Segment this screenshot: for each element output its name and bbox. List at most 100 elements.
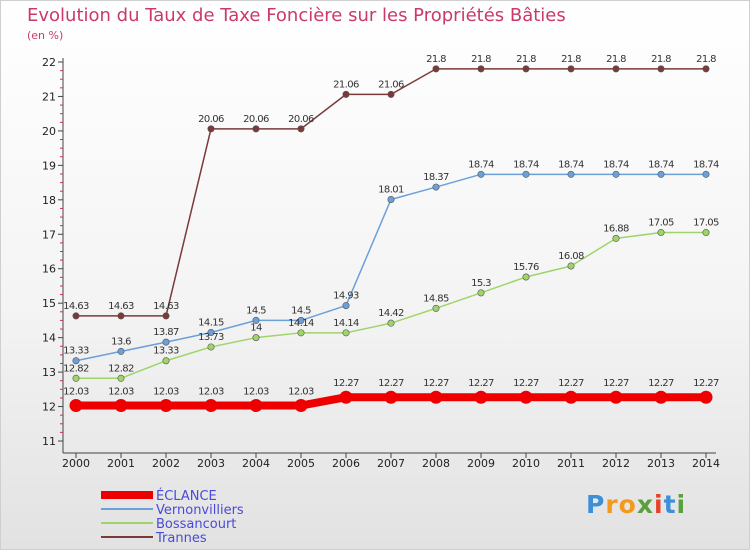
data-label: 18.74 (693, 159, 719, 170)
data-label: 18.74 (558, 159, 584, 170)
data-point (564, 390, 578, 404)
data-point (207, 328, 215, 336)
data-label: 14.85 (423, 293, 449, 304)
data-point (654, 390, 668, 404)
data-point (252, 125, 260, 133)
x-tick-label: 2006 (332, 457, 360, 470)
x-tick-label: 2003 (197, 457, 225, 470)
data-label: 12.27 (378, 378, 404, 389)
data-label: 18.37 (423, 172, 449, 183)
y-tick-label: 13 (42, 366, 56, 379)
data-label: 14.14 (333, 318, 359, 329)
data-label: 18.74 (468, 159, 494, 170)
proxiti-logo: Proxiti (586, 490, 686, 519)
data-point (342, 329, 350, 337)
data-label: 12.03 (288, 387, 314, 398)
data-point (567, 262, 575, 270)
data-point (522, 65, 530, 73)
chart-title: Evolution du Taux de Taxe Foncière sur l… (27, 5, 566, 26)
data-label: 15.76 (513, 262, 539, 273)
data-point (612, 170, 620, 178)
data-point (609, 390, 623, 404)
data-label: 14.63 (153, 301, 179, 312)
data-point (207, 125, 215, 133)
data-label: 17.05 (693, 218, 719, 229)
data-point (207, 343, 215, 351)
data-label: 21.8 (426, 54, 446, 65)
data-label: 18.74 (603, 159, 629, 170)
data-point (567, 65, 575, 73)
data-label: 12.27 (693, 378, 719, 389)
data-point (657, 229, 665, 237)
data-label: 14.5 (291, 305, 311, 316)
data-label: 12.03 (243, 387, 269, 398)
data-label: 13.87 (153, 327, 179, 338)
logo-letter: o (618, 490, 637, 519)
data-point (474, 390, 488, 404)
x-tick-label: 2002 (152, 457, 180, 470)
x-tick-label: 2011 (557, 457, 585, 470)
data-label: 12.82 (108, 363, 134, 374)
x-tick-label: 2008 (422, 457, 450, 470)
data-label: 16.88 (603, 223, 629, 234)
data-point (339, 390, 353, 404)
data-point (387, 319, 395, 327)
legend-label: ÉCLANCE (156, 488, 217, 504)
data-point (117, 312, 125, 320)
y-tick-label: 15 (42, 297, 56, 310)
data-label: 12.27 (513, 378, 539, 389)
data-point (294, 399, 308, 413)
data-label: 14.42 (378, 308, 404, 319)
data-label: 16.08 (558, 251, 584, 262)
series-lines-layer (69, 65, 713, 413)
data-point (432, 304, 440, 312)
logo-letter: i (654, 490, 664, 519)
x-tick-label: 2013 (647, 457, 675, 470)
data-point (477, 65, 485, 73)
data-label: 21.8 (561, 54, 581, 65)
data-point (117, 374, 125, 382)
data-point (612, 234, 620, 242)
data-point (657, 65, 665, 73)
data-point (72, 357, 80, 365)
data-labels-layer: 14.63 14.63 14.63 20.06 20.06 20.06 21.06 21.06… (63, 54, 719, 398)
y-tick-label: 18 (42, 194, 56, 207)
y-tick-label: 14 (42, 332, 56, 345)
x-tick-label: 2004 (242, 457, 270, 470)
data-point (567, 170, 575, 178)
x-tick-label: 2010 (512, 457, 540, 470)
data-point (204, 399, 218, 413)
data-point (699, 390, 713, 404)
data-label: 12.03 (198, 387, 224, 398)
logo-letter: i (676, 490, 687, 519)
data-label: 18.01 (378, 184, 404, 195)
data-label: 12.27 (468, 378, 494, 389)
data-label: 17.05 (648, 218, 674, 229)
data-point (297, 125, 305, 133)
y-tick-label: 16 (42, 263, 56, 276)
x-tick-label: 2009 (467, 457, 495, 470)
y-tick-label: 21 (42, 90, 56, 103)
data-point (297, 316, 305, 324)
logo-letter: t (663, 490, 677, 519)
data-label: 12.27 (603, 378, 629, 389)
data-point (477, 289, 485, 297)
data-label: 12.03 (108, 387, 134, 398)
data-label: 14.63 (108, 301, 134, 312)
x-tick-label: 2014 (692, 457, 720, 470)
x-tick-label: 2005 (287, 457, 315, 470)
data-label: 21.8 (471, 54, 491, 65)
data-point (162, 338, 170, 346)
data-point (297, 329, 305, 337)
data-label: 14.63 (63, 301, 89, 312)
data-label: 21.8 (696, 54, 716, 65)
y-tick-label: 17 (42, 228, 56, 241)
data-point (342, 302, 350, 310)
data-label: 21.06 (333, 79, 359, 90)
data-label: 20.06 (198, 114, 224, 125)
data-label: 13.73 (198, 332, 224, 343)
data-label: 20.06 (243, 114, 269, 125)
data-label: 12.82 (63, 363, 89, 374)
